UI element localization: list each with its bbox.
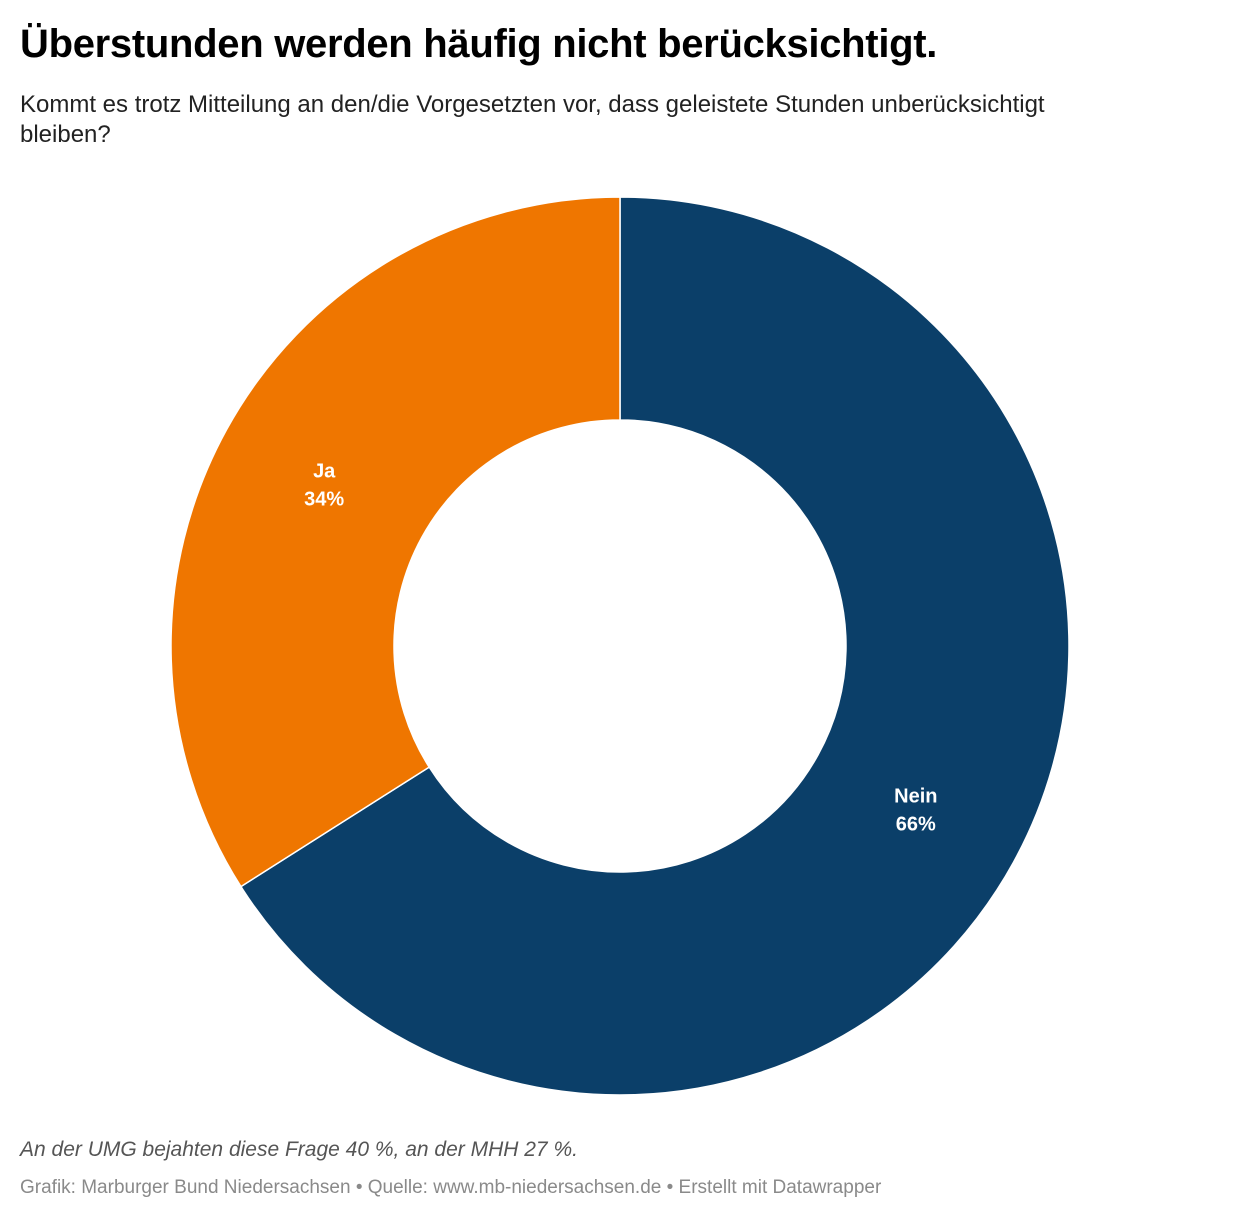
chart-title: Überstunden werden häufig nicht berücksi… <box>20 22 938 66</box>
slice-value-nein: 66% <box>896 814 936 836</box>
chart-source: Grafik: Marburger Bund Niedersachsen • Q… <box>20 1177 882 1198</box>
chart-subtitle: Kommt es trotz Mitteilung an den/die Vor… <box>20 91 1045 148</box>
donut-labels: Nein 66% Ja 34% <box>304 460 937 835</box>
slice-ja <box>170 196 621 888</box>
slice-label-nein: Nein <box>894 786 937 808</box>
chart-note: An der UMG bejahten diese Frage 40 %, an… <box>20 1138 578 1161</box>
slice-nein <box>239 196 1070 1096</box>
slice-label-ja: Ja <box>313 460 336 482</box>
donut-slices <box>170 196 1070 1096</box>
slice-value-ja: 34% <box>304 488 344 510</box>
